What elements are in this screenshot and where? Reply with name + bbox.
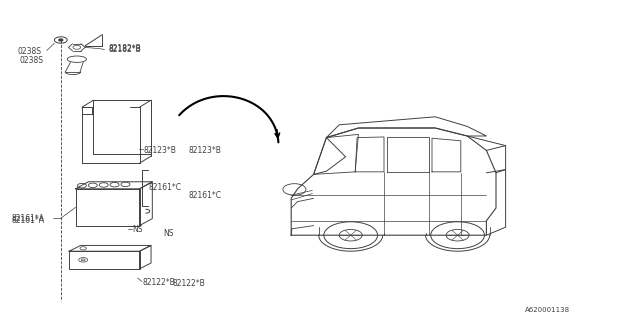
- Text: 82122*B: 82122*B: [173, 279, 205, 288]
- Text: 82182*B: 82182*B: [109, 45, 141, 54]
- Text: A620001138: A620001138: [525, 308, 570, 313]
- Circle shape: [59, 39, 63, 41]
- Text: 0238S: 0238S: [18, 47, 42, 56]
- Text: 0238S: 0238S: [19, 56, 44, 65]
- Bar: [76, 189, 140, 226]
- Text: 82161*A: 82161*A: [12, 216, 45, 225]
- Text: 82182*B: 82182*B: [109, 44, 141, 53]
- Text: 82161*C: 82161*C: [189, 191, 222, 200]
- Text: 82123*B: 82123*B: [189, 146, 221, 155]
- Bar: [69, 251, 140, 269]
- Text: 82122*B: 82122*B: [142, 278, 175, 287]
- Text: 82123*B: 82123*B: [144, 146, 177, 155]
- Text: NS: NS: [132, 225, 143, 234]
- Text: NS: NS: [163, 229, 173, 238]
- Text: 82161*C: 82161*C: [148, 183, 182, 192]
- Text: 82161*A: 82161*A: [12, 214, 45, 223]
